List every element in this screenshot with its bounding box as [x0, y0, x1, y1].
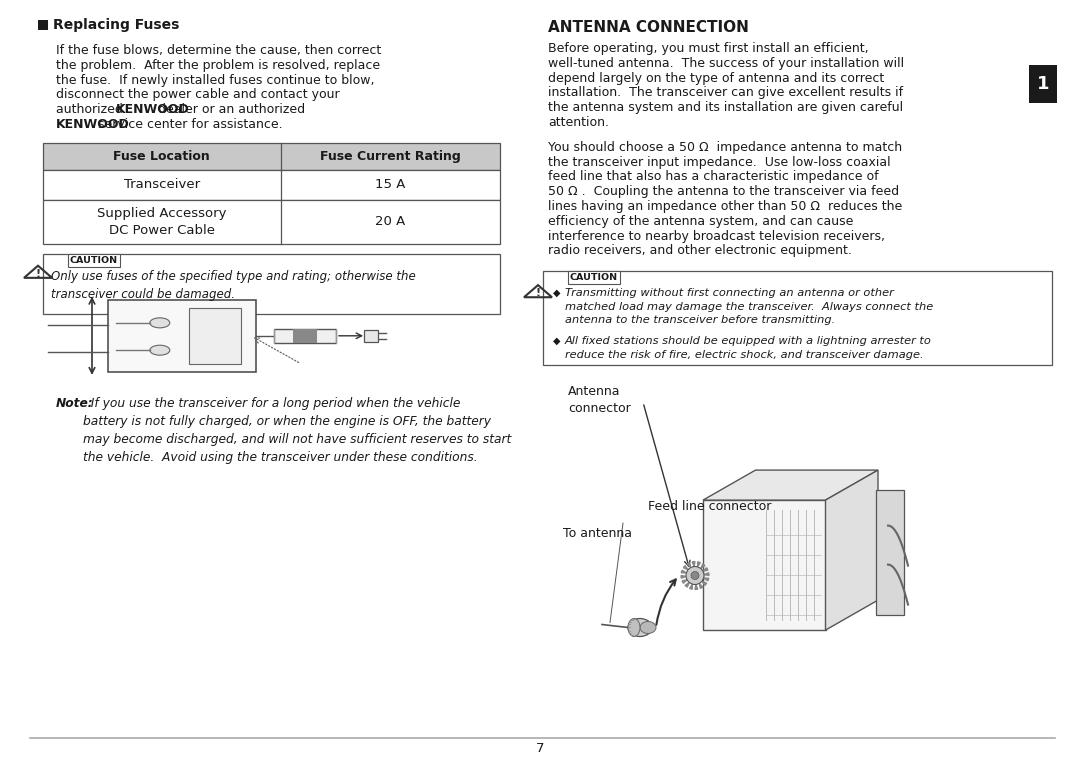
Bar [274, 329, 336, 343]
Bar [364, 330, 378, 342]
Text: !: ! [536, 288, 541, 298]
Text: service center for assistance.: service center for assistance. [94, 118, 283, 131]
Bar [43, 169, 500, 200]
Text: the problem.  After the problem is resolved, replace: the problem. After the problem is resolv… [56, 59, 380, 71]
Polygon shape [685, 582, 689, 587]
Text: ◆: ◆ [553, 288, 561, 298]
Polygon shape [698, 562, 700, 567]
Text: Supplied Accessory
DC Power Cable: Supplied Accessory DC Power Cable [97, 207, 227, 237]
Text: depend largely on the type of antenna and its correct: depend largely on the type of antenna an… [548, 71, 885, 84]
Bar [38, 20, 48, 30]
Polygon shape [696, 584, 698, 590]
Polygon shape [681, 570, 687, 573]
Text: dealer or an authorized: dealer or an authorized [153, 103, 305, 116]
Ellipse shape [150, 345, 170, 355]
Text: CAUTION: CAUTION [570, 273, 618, 282]
Text: Before operating, you must first install an efficient,: Before operating, you must first install… [548, 42, 868, 55]
Bar [43, 200, 500, 244]
Polygon shape [703, 568, 707, 572]
Text: the fuse.  If newly installed fuses continue to blow,: the fuse. If newly installed fuses conti… [56, 74, 375, 87]
Polygon shape [703, 470, 878, 500]
Polygon shape [825, 470, 878, 630]
Text: feed line that also has a characteristic impedance of: feed line that also has a characteristic… [548, 170, 879, 183]
Text: authorized: authorized [56, 103, 126, 116]
Text: well-tuned antenna.  The success of your installation will: well-tuned antenna. The success of your … [548, 57, 904, 70]
Bar [189, 308, 241, 364]
Text: To antenna: To antenna [563, 527, 632, 540]
Text: Note:: Note: [56, 397, 94, 410]
Text: ◆: ◆ [553, 336, 561, 347]
Text: attention.: attention. [548, 116, 609, 129]
Polygon shape [692, 562, 696, 566]
Bar [108, 299, 256, 372]
Polygon shape [684, 565, 688, 570]
Polygon shape [703, 578, 708, 581]
Text: 20 A: 20 A [375, 215, 405, 228]
Text: 15 A: 15 A [375, 179, 405, 192]
Text: If the fuse blows, determine the cause, then correct: If the fuse blows, determine the cause, … [56, 44, 381, 57]
Text: Fuse Location: Fuse Location [113, 150, 211, 163]
Bar [1029, 65, 1057, 103]
Text: the transceiver input impedance.  Use low-loss coaxial: the transceiver input impedance. Use low… [548, 156, 891, 169]
Ellipse shape [150, 318, 170, 328]
Text: Feed line connector: Feed line connector [648, 500, 771, 513]
Text: !: ! [36, 268, 41, 279]
Text: the antenna system and its installation are given careful: the antenna system and its installation … [548, 101, 903, 114]
Text: Transmitting without first connecting an antenna or other
matched load may damag: Transmitting without first connecting an… [565, 288, 933, 325]
Polygon shape [699, 584, 703, 588]
Bar [543, 271, 1052, 366]
Text: radio receivers, and other electronic equipment.: radio receivers, and other electronic eq… [548, 245, 852, 258]
Text: ANTENNA CONNECTION: ANTENNA CONNECTION [548, 20, 748, 35]
Text: All fixed stations should be equipped with a lightning arrester to
reduce the ri: All fixed stations should be equipped wi… [565, 336, 932, 359]
Circle shape [686, 566, 704, 584]
Bar [43, 143, 500, 169]
Text: Antenna
connector: Antenna connector [568, 385, 631, 415]
Polygon shape [701, 564, 705, 568]
Polygon shape [704, 573, 708, 575]
Ellipse shape [640, 622, 656, 634]
Polygon shape [702, 581, 706, 585]
Text: 1: 1 [1037, 75, 1050, 93]
Text: 7: 7 [536, 743, 544, 755]
Text: installation.  The transceiver can give excellent results if: installation. The transceiver can give e… [548, 87, 903, 100]
Text: KENWOOD: KENWOOD [56, 118, 130, 131]
Text: Transceiver: Transceiver [124, 179, 200, 192]
Ellipse shape [627, 619, 640, 636]
Bar [293, 329, 318, 343]
Polygon shape [681, 575, 686, 578]
Text: 50 Ω .  Coupling the antenna to the transceiver via feed: 50 Ω . Coupling the antenna to the trans… [548, 185, 900, 198]
Text: You should choose a 50 Ω  impedance antenna to match: You should choose a 50 Ω impedance anten… [548, 141, 902, 154]
Text: If you use the transceiver for a long period when the vehicle
battery is not ful: If you use the transceiver for a long pe… [83, 397, 511, 464]
Text: efficiency of the antenna system, and can cause: efficiency of the antenna system, and ca… [548, 215, 853, 228]
Circle shape [691, 572, 699, 579]
Text: lines having an impedance other than 50 Ω  reduces the: lines having an impedance other than 50 … [548, 200, 902, 213]
Polygon shape [690, 584, 692, 589]
Text: disconnect the power cable and contact your: disconnect the power cable and contact y… [56, 88, 339, 101]
Bar [568, 271, 620, 284]
Bar [703, 500, 825, 630]
Text: KENWOOD: KENWOOD [116, 103, 189, 116]
Bar [876, 490, 904, 615]
Bar [68, 254, 120, 267]
Polygon shape [687, 562, 691, 568]
Text: Only use fuses of the specified type and rating; otherwise the
transceiver could: Only use fuses of the specified type and… [51, 270, 416, 301]
Text: Fuse Current Rating: Fuse Current Rating [320, 150, 461, 163]
Ellipse shape [627, 619, 652, 636]
Text: CAUTION: CAUTION [70, 256, 118, 264]
Text: interference to nearby broadcast television receivers,: interference to nearby broadcast televis… [548, 230, 885, 242]
Text: Replacing Fuses: Replacing Fuses [53, 18, 179, 32]
Polygon shape [683, 580, 687, 583]
Bar [43, 254, 500, 314]
